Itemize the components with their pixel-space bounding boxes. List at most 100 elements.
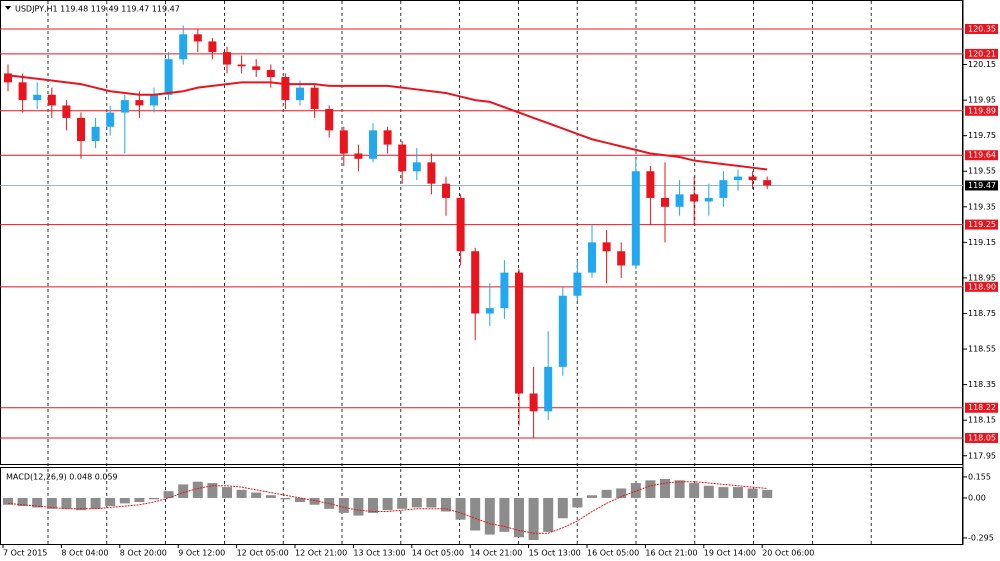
candle-body — [631, 171, 640, 266]
candle-body — [690, 194, 699, 202]
candle-body — [354, 153, 363, 159]
candle-body — [369, 130, 377, 159]
macd-bar — [17, 497, 28, 507]
x-tick-label: 16 Oct 21:00 — [645, 549, 697, 558]
x-tick-label: 12 Oct 21:00 — [295, 549, 347, 558]
candle-body — [719, 180, 728, 198]
y-tick-label: 118.35 — [968, 380, 996, 389]
candle-body — [208, 41, 217, 53]
macd-bar — [265, 495, 276, 498]
x-tick-label: 8 Oct 20:00 — [120, 549, 167, 558]
x-tick-label: 12 Oct 05:00 — [237, 549, 289, 558]
candle-body — [223, 52, 231, 65]
macd-bar — [733, 487, 743, 498]
macd-bar — [192, 481, 203, 498]
level-label: 120.21 — [968, 49, 996, 58]
macd-bar — [280, 497, 291, 500]
macd-bar — [470, 497, 481, 531]
macd-bar — [295, 497, 305, 503]
candle-body — [763, 180, 772, 186]
candle-body — [135, 100, 144, 106]
y-tick-label: 118.15 — [968, 416, 996, 425]
macd-title: MACD(12,26,9) 0.048 0.059 — [6, 473, 118, 482]
macd-signal — [7, 481, 768, 534]
macd-panel — [0, 467, 963, 545]
y-tick-label: 120.15 — [968, 60, 996, 69]
candle-body — [383, 130, 392, 145]
candle-body — [646, 171, 655, 198]
candle-body — [529, 393, 538, 412]
macd-bar — [630, 483, 641, 498]
candle-body — [164, 59, 173, 95]
candle-body — [442, 183, 450, 198]
macd-bar — [674, 480, 685, 498]
macd-bar — [338, 497, 349, 513]
macd-y-tick-label: 0.00 — [968, 493, 986, 502]
candle-body — [266, 69, 275, 77]
macd-bar — [382, 497, 393, 511]
candle-body — [62, 105, 71, 118]
main-panel — [0, 0, 963, 465]
level-label-box — [965, 105, 998, 116]
macd-bar — [660, 478, 670, 498]
y-tick-label: 119.15 — [968, 238, 996, 247]
y-tick-label: 117.95 — [968, 451, 996, 460]
y-tick-label: 118.95 — [968, 273, 996, 282]
candle-body — [558, 295, 567, 367]
candle-body — [588, 242, 596, 273]
macd-bar — [3, 497, 13, 505]
moving-average — [7, 74, 768, 171]
macd-bar — [528, 497, 539, 540]
macd-bar — [543, 497, 554, 532]
level-label: 120.35 — [968, 24, 996, 33]
level-label: 119.25 — [968, 220, 996, 229]
y-tick-label: 119.95 — [968, 96, 996, 105]
macd-bar — [514, 497, 524, 538]
level-label-box — [965, 432, 998, 443]
candle-body — [325, 109, 334, 131]
candle-body — [339, 130, 348, 154]
candle-body — [4, 73, 12, 83]
macd-bar — [207, 483, 218, 498]
y-tick-label: 118.75 — [968, 309, 996, 318]
candle-body — [47, 94, 56, 106]
macd-bar — [353, 497, 364, 516]
level-label-box — [965, 219, 998, 230]
candle-body — [427, 162, 436, 184]
macd-bar — [163, 491, 174, 498]
macd-bar — [572, 497, 583, 508]
level-label: 118.90 — [968, 282, 996, 291]
candle-body — [296, 87, 304, 101]
macd-bar — [76, 497, 86, 511]
last-price-box — [965, 180, 998, 191]
candle-body — [398, 144, 407, 172]
macd-bar — [222, 487, 232, 498]
macd-bar — [236, 489, 247, 498]
x-tick-label: 9 Oct 12:00 — [178, 549, 225, 558]
macd-bar — [149, 497, 159, 500]
macd-bar — [645, 480, 656, 498]
last-price-label: 119.47 — [968, 181, 996, 190]
candle-body — [544, 366, 553, 412]
candle-body — [18, 82, 27, 101]
level-label-box — [965, 150, 998, 161]
candle-body — [675, 194, 684, 207]
macd-bar — [601, 489, 612, 498]
level-label-box — [965, 23, 998, 34]
candle-body — [734, 176, 742, 181]
macd-bar — [251, 492, 262, 498]
macd-bar — [616, 488, 627, 498]
candle-body — [500, 272, 509, 309]
y-tick-label: 119.35 — [968, 202, 996, 211]
candle-body — [120, 100, 129, 113]
menu-arrow — [5, 6, 11, 10]
candle-body — [748, 176, 757, 181]
macd-bar — [411, 497, 422, 508]
x-tick-label: 20 Oct 06:00 — [762, 549, 814, 558]
y-tick-label: 118.55 — [968, 345, 996, 354]
x-tick-label: 14 Oct 05:00 — [412, 549, 464, 558]
candle-body — [237, 64, 246, 67]
macd-bar — [762, 489, 773, 498]
macd-bar — [426, 497, 437, 508]
